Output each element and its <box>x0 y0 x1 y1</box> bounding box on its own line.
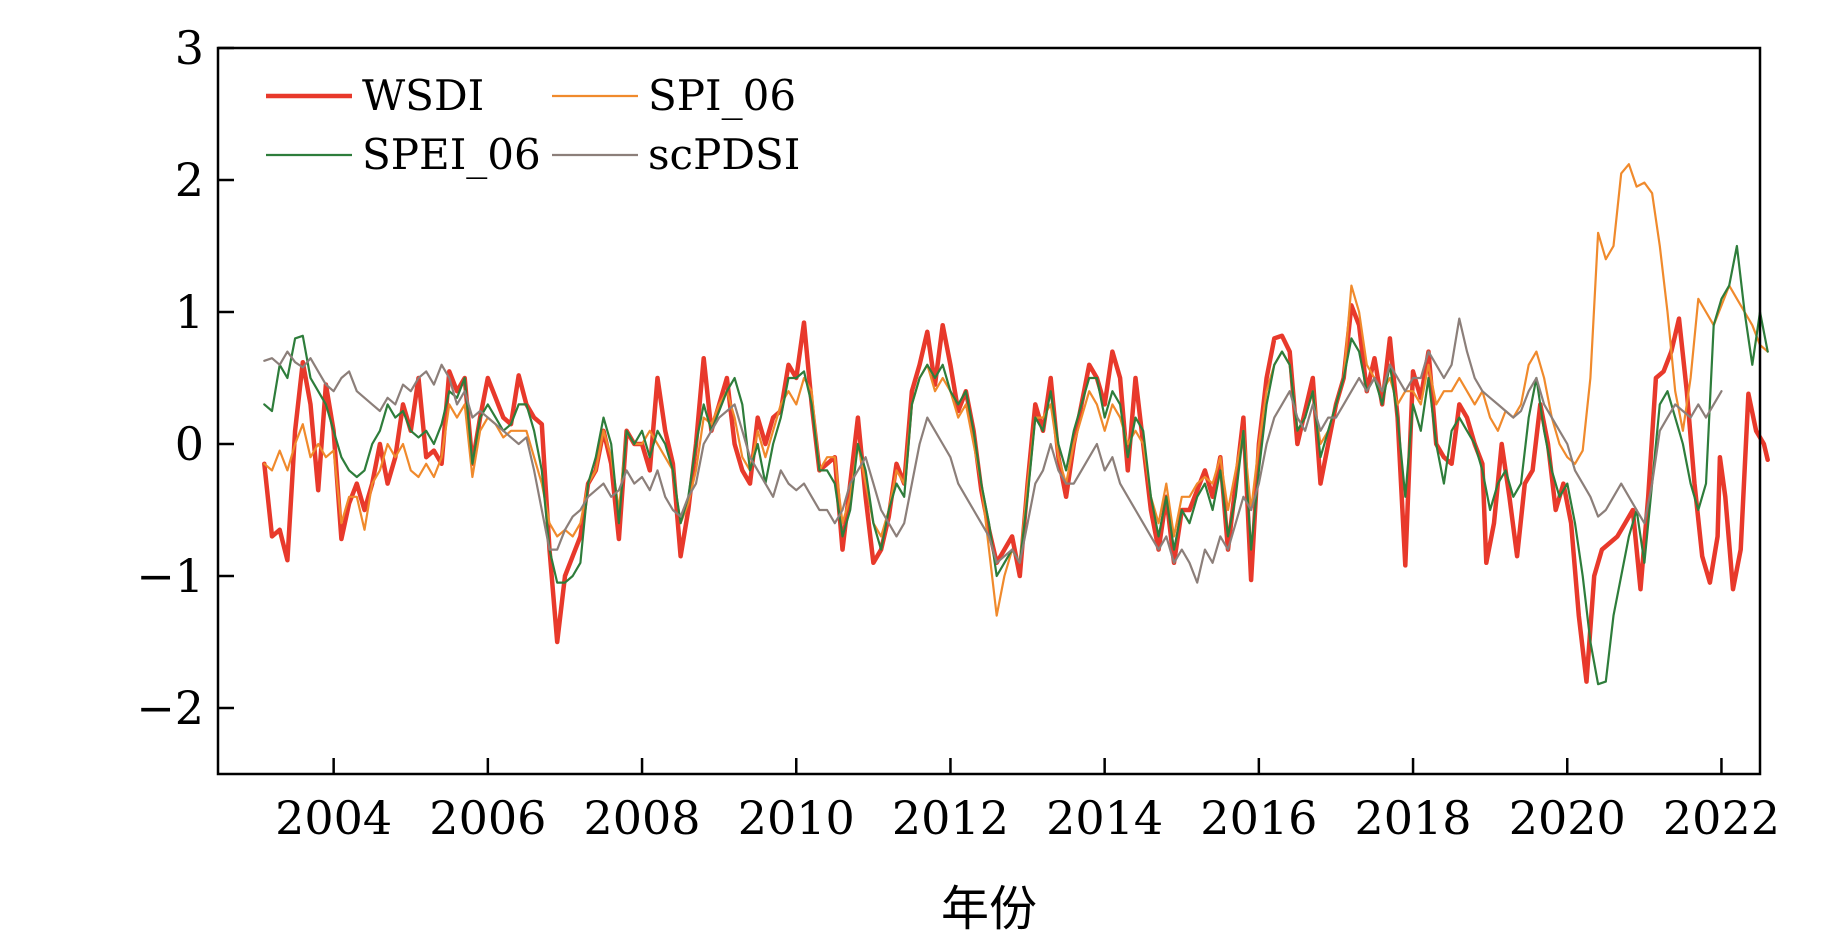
legend-label: WSDI <box>362 71 484 120</box>
y-tick-label: 2 <box>175 153 204 207</box>
series-layer <box>262 163 1770 686</box>
x-tick-label: 2016 <box>1200 791 1317 845</box>
series-line-scpdsi <box>263 317 1723 584</box>
legend-label: SPI_06 <box>648 71 796 120</box>
plot-frame <box>216 46 1762 776</box>
x-tick-label: 2014 <box>1046 791 1163 845</box>
y-axis: −2 −1 0 1 2 3 <box>136 21 234 735</box>
y-tick-label: 1 <box>175 285 204 339</box>
legend: WSDI SPI_06 SPEI_06 scPDSI <box>266 71 800 179</box>
y-tick-label: 0 <box>175 417 204 471</box>
legend-item: WSDI <box>266 71 484 120</box>
x-axis: 2004 2006 2008 2010 2012 2014 2016 2018 2020 2022 <box>275 758 1780 845</box>
x-tick-label: 2020 <box>1509 791 1626 845</box>
x-tick-label: 2018 <box>1355 791 1472 845</box>
series-line-spei-06 <box>263 244 1769 686</box>
legend-item: SPEI_06 <box>266 130 541 179</box>
y-tick-label: 3 <box>175 21 204 75</box>
legend-label: SPEI_06 <box>362 130 541 179</box>
series-line-wsdi <box>262 303 1770 684</box>
legend-item: SPI_06 <box>552 71 796 120</box>
x-tick-label: 2006 <box>429 791 546 845</box>
x-tick-label: 2010 <box>738 791 855 845</box>
y-tick-label: −2 <box>136 681 204 735</box>
x-tick-label: 2004 <box>275 791 392 845</box>
legend-item: scPDSI <box>552 130 800 179</box>
x-tick-label: 2008 <box>584 791 701 845</box>
x-tick-label: 2012 <box>892 791 1009 845</box>
legend-label: scPDSI <box>648 130 800 179</box>
y-tick-label: −1 <box>136 549 204 603</box>
x-axis-title: 年份 <box>941 881 1037 937</box>
x-tick-label: 2022 <box>1663 791 1780 845</box>
